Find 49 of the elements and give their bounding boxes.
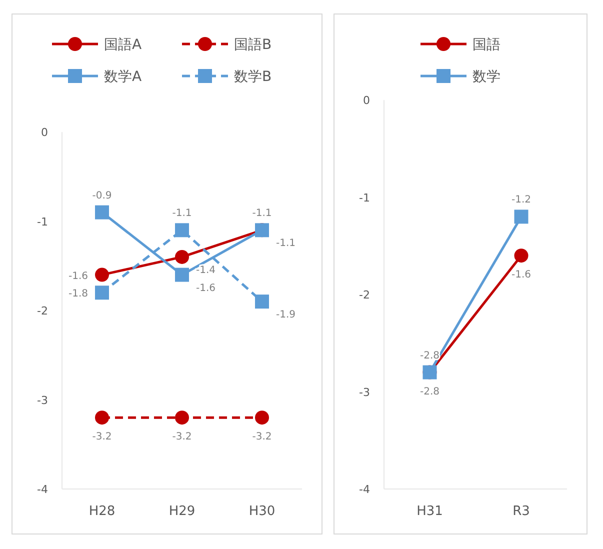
data-label: -3.2: [252, 432, 272, 443]
x-tick-label: H30: [248, 504, 276, 519]
point: [255, 410, 269, 425]
legend-label: 数学B: [234, 69, 272, 85]
data-label: -3.2: [92, 432, 112, 443]
x-tick-label: H29: [168, 504, 196, 519]
y-tick-label: -3: [359, 386, 370, 399]
legend-label: 国語A: [104, 37, 142, 53]
y-tick-label: -2: [37, 304, 48, 318]
y-tick-label: -2: [359, 288, 370, 302]
legend-label: 数学: [472, 69, 500, 85]
y-tick-label: -4: [37, 483, 48, 496]
point: [175, 250, 189, 264]
data-label: -1.1: [252, 208, 272, 220]
data-label: -1.6: [196, 282, 216, 294]
point: [95, 268, 109, 282]
data-label: -1.8: [68, 288, 88, 300]
data-label: -1.6: [511, 270, 532, 281]
legend-label: 数学A: [104, 69, 142, 85]
y-tick-label: 0: [41, 126, 48, 139]
x-tick-label: R3: [512, 504, 530, 519]
y-tick-label: -3: [37, 394, 48, 407]
point: [95, 286, 109, 300]
data-label: -1.1: [276, 238, 296, 250]
data-label: -1.1: [172, 208, 192, 220]
data-label: -1.2: [511, 194, 532, 206]
y-tick-label: -1: [37, 215, 48, 228]
data-label: -2.8: [420, 386, 440, 398]
data-label: -1.6: [68, 270, 88, 282]
point: [175, 223, 189, 238]
y-tick-label: 0: [363, 94, 370, 107]
point: [514, 248, 528, 263]
y-tick-label: -1: [359, 191, 370, 204]
point: [95, 205, 109, 220]
y-tick-label: -4: [359, 483, 370, 496]
x-tick-label: H31: [416, 504, 443, 519]
legend-label: 国語: [472, 37, 500, 53]
point: [175, 268, 189, 282]
point: [95, 410, 109, 425]
point: [175, 410, 189, 425]
data-label: -1.9: [276, 310, 296, 321]
data-label: -0.9: [92, 190, 112, 202]
data-label: -3.2: [172, 432, 192, 443]
point: [514, 210, 528, 224]
data-label: -2.8: [420, 350, 440, 362]
legend-label: 国語B: [234, 37, 272, 53]
point: [255, 294, 269, 309]
data-label: -1.4: [196, 264, 216, 276]
x-tick-label: H28: [88, 504, 116, 519]
